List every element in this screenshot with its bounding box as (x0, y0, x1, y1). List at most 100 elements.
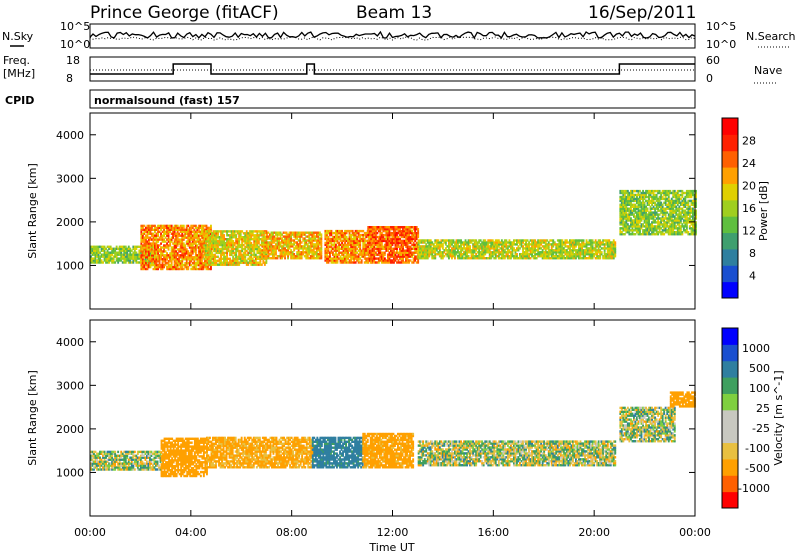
heat-cell (642, 203, 644, 206)
heat-cell (417, 233, 420, 237)
heat-cell (254, 230, 257, 233)
heat-cell (229, 257, 231, 260)
heat-cell (351, 231, 354, 235)
heat-cell (481, 253, 484, 256)
heat-cell (155, 236, 158, 239)
heat-cell (371, 241, 374, 245)
heat-cell (385, 247, 388, 250)
heat-cell (368, 243, 371, 247)
heat-cell (660, 219, 663, 222)
heat-cell (490, 255, 493, 258)
heat-cell (414, 226, 417, 229)
heat-cell (405, 261, 407, 264)
heat-cell (146, 244, 149, 247)
heat-cell (205, 267, 208, 271)
heat-cell (510, 241, 512, 244)
heat-cell (377, 251, 380, 254)
heat-cell (642, 223, 644, 226)
heat-cell (111, 253, 114, 256)
heat-cell (523, 239, 526, 242)
heat-cell (651, 197, 653, 201)
heat-cell (185, 230, 188, 233)
heat-cell (452, 245, 455, 248)
heat-cell (357, 241, 360, 245)
heat-cell (415, 243, 418, 247)
heat-cell (151, 252, 153, 255)
heat-cell (506, 255, 509, 258)
heat-cell (132, 253, 135, 256)
heat-cell (145, 252, 147, 255)
heat-cell (487, 245, 490, 248)
heat-cell (516, 247, 518, 250)
heat-cell (657, 203, 660, 206)
heat-cell (179, 256, 182, 259)
heat-cell (178, 258, 181, 261)
heat-cell (382, 229, 385, 233)
heat-cell (109, 255, 112, 258)
heat-cell (270, 231, 273, 234)
heat-cell (664, 213, 667, 216)
heat-cell (285, 233, 288, 236)
heat-cell (348, 243, 351, 247)
heat-cell (663, 225, 666, 228)
heat-cell (387, 255, 389, 258)
heat-cell (112, 249, 115, 252)
heat-cell (370, 255, 373, 258)
heat-cell (308, 237, 311, 240)
heat-cell (455, 239, 458, 242)
heat-cell (218, 249, 221, 253)
heat-cell (587, 253, 589, 256)
heat-cell (214, 259, 216, 262)
heat-cell (559, 249, 562, 252)
heat-cell (648, 197, 650, 201)
heat-cell (645, 223, 647, 226)
heat-cell (172, 252, 175, 255)
heat-cell (660, 207, 663, 210)
heat-cell (335, 231, 337, 235)
heat-cell (157, 228, 159, 231)
heat-cell (284, 237, 286, 240)
heat-cell (93, 257, 95, 260)
heat-cell (628, 213, 631, 216)
heat-cell (368, 253, 371, 256)
heat-cell (341, 243, 343, 247)
heat-cell (634, 209, 637, 212)
heat-cell (481, 241, 484, 244)
heat-cell (559, 251, 562, 254)
heat-cell (242, 257, 245, 260)
heat-cell (555, 253, 558, 256)
heat-cell (294, 235, 297, 238)
heat-cell (166, 230, 168, 233)
heat-cell (238, 257, 241, 260)
heat-cell (170, 240, 173, 243)
heat-cell (152, 234, 155, 237)
heat-cell (259, 259, 262, 262)
heat-cell (396, 233, 398, 237)
heat-cell (332, 239, 334, 243)
heat-cell (619, 211, 622, 214)
heat-cell (157, 256, 159, 259)
heat-cell (497, 255, 500, 258)
heat-cell (167, 248, 170, 251)
heat-cell (149, 236, 152, 239)
heat-cell (215, 249, 218, 253)
heat-cell (347, 251, 349, 254)
heat-cell (594, 245, 597, 248)
heat-cell (164, 256, 167, 259)
heat-cell (451, 247, 453, 250)
heat-cell (365, 259, 368, 262)
heat-cell (269, 241, 271, 244)
heat-cell (393, 226, 395, 229)
heat-cell (236, 241, 239, 245)
heat-cell (357, 255, 360, 258)
heat-cell (112, 259, 115, 262)
heat-cell (380, 255, 383, 258)
heat-cell (639, 211, 641, 214)
heat-cell (235, 241, 238, 245)
heat-cell (448, 247, 450, 250)
heat-cell (181, 256, 184, 259)
heat-cell (634, 207, 637, 210)
heat-cell (394, 259, 397, 262)
heat-cell (233, 232, 236, 235)
heat-cell (490, 239, 493, 242)
